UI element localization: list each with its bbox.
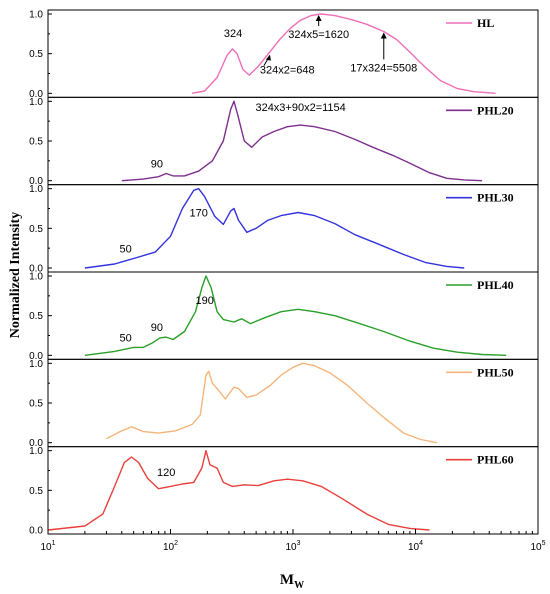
panel-phl50: 0.0 0.5 1.0 PHL50 — [29, 358, 539, 449]
y-tick-label: 1.0 — [29, 97, 43, 108]
y-tick-label: 0.0 — [29, 438, 43, 449]
chart-panels: 0.0 0.5 1.0 HL 324 324x2=648 324x5=1620 17x324=… — [29, 9, 539, 537]
y-tick-label: 0.0 — [29, 526, 43, 537]
series-line-phl40 — [84, 275, 507, 356]
y-tick-label: 0.5 — [29, 399, 43, 410]
y-tick-label: 1.0 — [29, 272, 43, 283]
legend-phl60: PHL60 — [446, 453, 514, 467]
y-tick-label: 1.0 — [29, 10, 43, 21]
annotation-arrowhead — [315, 15, 322, 21]
legend-label: PHL20 — [477, 103, 514, 117]
legend-phl40: PHL40 — [446, 278, 514, 292]
y-tick-label: 0.0 — [29, 351, 43, 362]
legend-label: PHL60 — [477, 453, 514, 467]
x-axis-title-main: M — [280, 572, 294, 588]
x-tick-label: 103 — [285, 540, 300, 553]
panel-phl30: 0.0 0.5 1.0 PHL30 50 170 — [29, 184, 539, 275]
legend-label: PHL40 — [477, 278, 514, 292]
y-tick-label: 0.5 — [29, 224, 43, 235]
legend-label: PHL50 — [477, 365, 514, 379]
x-axis: 101 102 103 104 105 — [40, 529, 546, 553]
peak-annotation: 324x3+90x2=1154 — [255, 102, 345, 114]
series-line-phl20 — [121, 100, 483, 182]
series-line-phl30 — [84, 188, 465, 269]
peak-annotation: 90 — [151, 322, 163, 334]
y-tick-label: 0.5 — [29, 49, 43, 60]
x-tick-label: 104 — [408, 540, 423, 553]
x-axis-title-subscript: W — [294, 580, 304, 591]
y-tick-label: 0.0 — [29, 89, 43, 100]
y-tick-label: 0.0 — [29, 264, 43, 275]
peak-annotation: 120 — [157, 467, 175, 479]
annotation-arrowhead — [380, 32, 387, 39]
panel-phl20: 0.0 0.5 1.0 PHL20 90 324x3+90x2=1154 — [29, 96, 539, 187]
peak-annotation: 50 — [119, 332, 131, 344]
peak-annotation: 324 — [224, 28, 242, 40]
peak-annotation: 90 — [151, 159, 163, 171]
annotation-arrowhead — [265, 54, 271, 61]
y-tick-label: 0.5 — [29, 137, 43, 148]
y-tick-label: 1.0 — [29, 446, 43, 457]
y-axis-title: Normalized Intensity — [8, 212, 23, 338]
y-tick-label: 0.5 — [29, 311, 43, 322]
series-line-phl50 — [106, 362, 438, 444]
peak-annotation: 17x324=5508 — [350, 62, 417, 74]
x-axis-title: MW — [280, 572, 304, 591]
peak-annotation: 324x2=648 — [260, 65, 315, 77]
peak-annotation: 50 — [119, 243, 131, 255]
panel-phl40: 0.0 0.5 1.0 PHL40 50 90 190 — [29, 271, 539, 362]
y-tick-label: 1.0 — [29, 359, 43, 370]
legend-phl20: PHL20 — [446, 103, 514, 117]
panel-phl60: 0.0 0.5 1.0 PHL60 120 — [29, 446, 539, 537]
panel-hl: 0.0 0.5 1.0 HL 324 324x2=648 324x5=1620 17x324=… — [29, 9, 539, 100]
y-tick-label: 0.5 — [29, 486, 43, 497]
y-tick-label: 1.0 — [29, 184, 43, 195]
series-line-hl — [191, 13, 496, 94]
legend-label: HL — [477, 16, 494, 30]
legend-label: PHL30 — [477, 191, 514, 205]
x-tick-label: 101 — [40, 540, 55, 553]
legend-phl50: PHL50 — [446, 365, 514, 379]
x-tick-label: 102 — [163, 540, 178, 553]
series-line-phl60 — [47, 450, 430, 531]
peak-annotation: 170 — [190, 208, 208, 220]
y-tick-label: 0.0 — [29, 176, 43, 187]
legend-hl: HL — [446, 16, 494, 30]
peak-annotation: 190 — [195, 295, 213, 307]
legend-phl30: PHL30 — [446, 191, 514, 205]
peak-annotation: 324x5=1620 — [288, 29, 349, 41]
x-tick-label: 105 — [530, 540, 545, 553]
